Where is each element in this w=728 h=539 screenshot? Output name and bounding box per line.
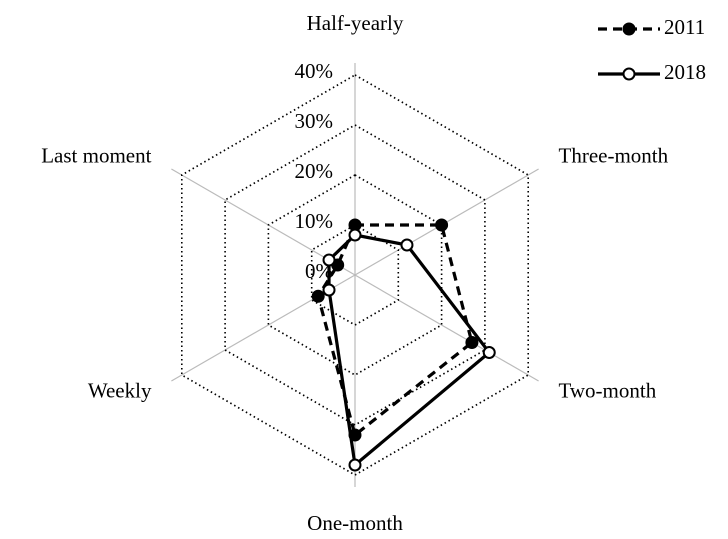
tick-label: 20% [295, 159, 334, 183]
axis-line [354, 274, 539, 382]
legend-label: 2011 [664, 15, 705, 39]
category-label: Half-yearly [307, 11, 404, 35]
category-label: Three-month [559, 143, 669, 167]
point [348, 228, 362, 242]
category-label: Two-month [559, 378, 657, 402]
point [465, 336, 479, 349]
point [348, 428, 362, 442]
point [348, 458, 362, 472]
grid-ring [224, 124, 486, 426]
point [400, 238, 414, 252]
point [482, 346, 496, 359]
legend-marker [622, 67, 636, 81]
grid-ring [180, 74, 530, 476]
tick-label: 10% [295, 209, 334, 233]
point [322, 283, 336, 297]
point [322, 253, 336, 267]
category-label: Weekly [88, 378, 152, 402]
point [311, 289, 325, 303]
category-label: One-month [307, 511, 403, 535]
tick-label: 40% [295, 59, 334, 83]
legend-label: 2018 [664, 60, 706, 84]
category-label: Last moment [41, 143, 151, 167]
legend-marker [622, 22, 636, 36]
grid-ring [310, 224, 400, 326]
series-line [316, 223, 474, 438]
point [435, 218, 449, 232]
tick-label: 30% [295, 109, 334, 133]
